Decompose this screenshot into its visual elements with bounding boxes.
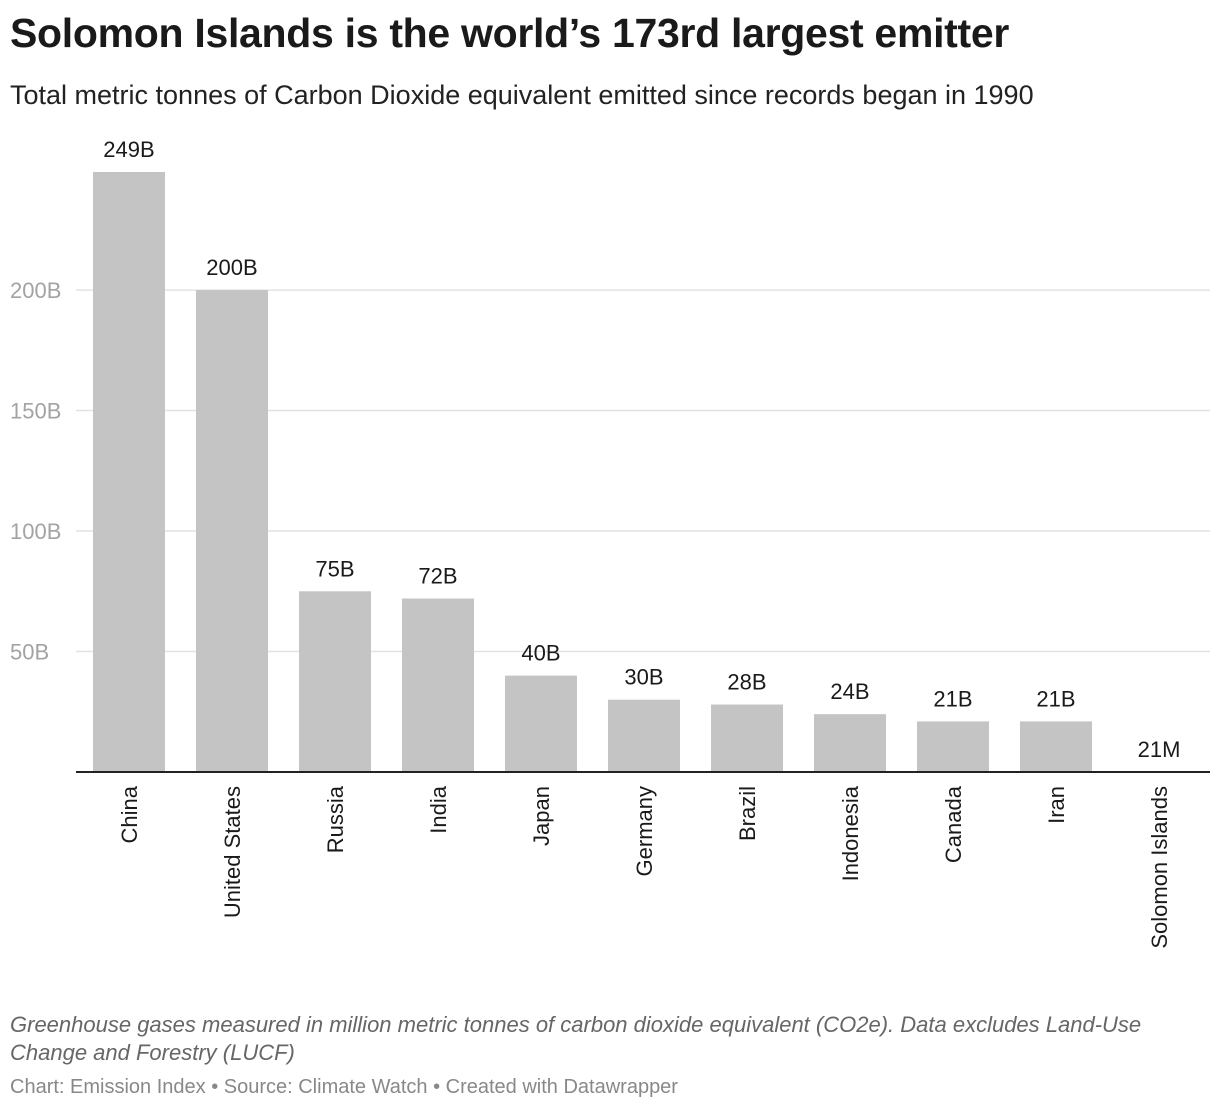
x-tick-label: Japan [529,786,554,846]
data-label: 249B [103,137,154,162]
chart-notes: Greenhouse gases measured in million met… [10,1012,1142,1065]
data-label: 75B [315,556,354,581]
bar [196,290,268,772]
x-tick-label: Russia [323,785,348,853]
data-label: 21B [1036,686,1075,711]
chart-source: Chart: Emission Index • Source: Climate … [10,1076,678,1098]
data-label: 21B [933,686,972,711]
y-tick-label: 100B [10,519,61,544]
bar [711,704,783,772]
bar [93,172,165,772]
x-tick-label: Iran [1044,786,1069,824]
data-label: 21M [1138,737,1181,762]
bar-chart: 50B 100B 150B 200B 249B China 200B United State… [10,137,1210,949]
x-tick-label: Solomon Islands [1147,786,1172,949]
x-tick-label: India [426,785,451,833]
bar [1020,721,1092,772]
data-label: 200B [206,255,257,280]
data-label: 30B [624,665,663,690]
bar [505,675,577,772]
bar [814,714,886,772]
bar [402,598,474,772]
x-tick-label: Canada [941,785,966,863]
y-tick-label: 50B [10,640,49,665]
bar [299,591,371,772]
data-label: 24B [830,679,869,704]
data-label: 40B [521,641,560,666]
chart-subtitle: Total metric tonnes of Carbon Dioxide eq… [10,80,1034,110]
bar [917,721,989,772]
data-label: 72B [418,564,457,589]
x-tick-label: Brazil [735,786,760,841]
chart-title: Solomon Islands is the world’s 173rd lar… [10,10,1010,56]
bar [608,699,680,772]
y-tick-label: 150B [10,399,61,424]
x-tick-label: China [117,785,142,843]
data-label: 28B [727,670,766,695]
x-tick-label: United States [220,786,245,918]
x-tick-label: Germany [632,786,657,876]
y-tick-label: 200B [10,278,61,303]
x-tick-label: Indonesia [838,785,863,881]
